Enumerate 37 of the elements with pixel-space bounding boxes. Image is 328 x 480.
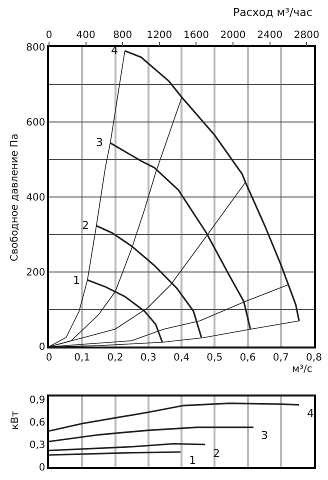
x2-tick-label: 2000 bbox=[220, 30, 246, 42]
x2-tick-label: 2800 bbox=[294, 30, 320, 42]
x-tick-label: 0,5 bbox=[206, 352, 223, 364]
x-tick-label: 0,3 bbox=[140, 352, 156, 364]
x-tick-label: 0,1 bbox=[74, 352, 90, 364]
series-label: 1 bbox=[73, 274, 80, 287]
y-tick-label: 400 bbox=[26, 192, 46, 204]
y-tick-label: 200 bbox=[26, 267, 46, 278]
y-tick-label: 0,9 bbox=[29, 395, 46, 406]
x-axis-title: м³/с bbox=[292, 364, 312, 375]
series-label: 2 bbox=[213, 447, 220, 460]
y-axis-title: кВт bbox=[10, 410, 22, 430]
series-label: 4 bbox=[307, 407, 314, 420]
series-label: 2 bbox=[82, 219, 89, 232]
x2-tick-label: 800 bbox=[113, 30, 132, 42]
y-tick-label: 0 bbox=[38, 342, 46, 354]
y-tick-label: 0,3 bbox=[29, 440, 46, 452]
y-tick-label: 600 bbox=[26, 118, 46, 129]
x2-tick-label: 2400 bbox=[257, 30, 283, 42]
x-tick-label: 0,7 bbox=[272, 352, 289, 364]
x-tick-label: 0,8 bbox=[306, 352, 322, 364]
y-tick-label: 0 bbox=[38, 462, 46, 474]
series-label: 3 bbox=[261, 429, 268, 442]
x-tick-label: 0,4 bbox=[174, 352, 190, 364]
x-tick-label: 0 bbox=[46, 352, 52, 364]
x2-tick-label: 0 bbox=[46, 30, 52, 42]
x-tick-label: 0,6 bbox=[240, 352, 256, 364]
y-axis-title: Свободное давление Па bbox=[10, 134, 21, 262]
y-tick-label: 800 bbox=[26, 42, 46, 54]
x2-tick-label: 1600 bbox=[183, 30, 209, 42]
x-tick-label: 0,2 bbox=[107, 352, 124, 364]
y-tick-label: 0,6 bbox=[29, 418, 46, 429]
x2-tick-label: 1200 bbox=[146, 30, 172, 42]
x2-axis-title: Расход м³/час bbox=[233, 6, 312, 19]
x2-tick-label: 400 bbox=[76, 30, 96, 42]
series-label: 1 bbox=[189, 454, 196, 467]
series-label: 3 bbox=[96, 136, 103, 149]
